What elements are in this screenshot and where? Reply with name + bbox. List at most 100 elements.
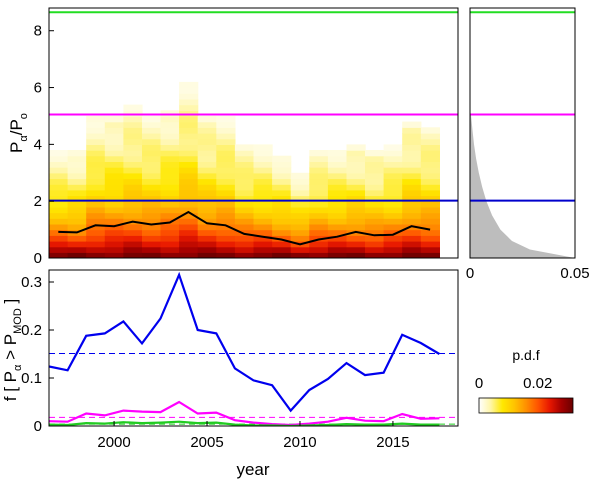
heatmap-cell <box>290 189 310 197</box>
frequency-series <box>49 271 440 426</box>
reference-lines-top-left <box>49 11 458 202</box>
heatmap-cell <box>365 167 385 174</box>
heatmap-cell <box>86 252 106 258</box>
heatmap-cell <box>123 110 143 117</box>
heatmap-cell <box>123 172 143 180</box>
heatmap-cell <box>365 229 385 236</box>
heatmap-cell <box>327 155 348 162</box>
heatmap-cell <box>309 218 329 225</box>
heatmap-cell <box>49 252 69 258</box>
heatmap-cell <box>309 246 329 253</box>
heatmap-cell <box>104 161 124 168</box>
heatmap-cell <box>67 150 87 157</box>
heatmap-cell <box>197 252 217 258</box>
heatmap-cell <box>67 235 87 242</box>
heatmap-cell <box>49 201 69 208</box>
heatmap-cell <box>160 167 180 174</box>
heatmap-cell <box>179 167 199 174</box>
pdf-area <box>470 110 575 258</box>
heatmap-cell <box>86 229 106 236</box>
heatmap-cell <box>383 212 403 219</box>
heatmap-cell <box>49 184 69 191</box>
heatmap-cell <box>67 206 87 214</box>
heatmap-cell <box>67 241 87 248</box>
heatmap-cell <box>86 201 106 208</box>
heatmap-cell <box>197 144 217 151</box>
heatmap-cell <box>197 167 217 174</box>
frequency-panel: 0 0.1 0.2 0.3 2000 2005 2010 2015 year f [ Pα … <box>1 269 459 479</box>
heatmap-cell <box>420 235 440 242</box>
heatmap-cell <box>346 201 366 208</box>
heatmap-cell <box>420 127 440 134</box>
heatmap-cell <box>327 235 348 242</box>
heatmap-cell <box>402 155 422 162</box>
heatmap-cell <box>234 144 255 151</box>
heatmap-cell <box>383 218 403 225</box>
heatmap-cell <box>179 246 199 253</box>
heatmap-cell <box>420 189 440 197</box>
heatmap-cell <box>216 246 236 253</box>
heatmap-cell <box>327 252 348 258</box>
heatmap-cell <box>402 150 422 157</box>
heatmap-cell <box>216 235 236 242</box>
heatmap-cell <box>272 235 292 242</box>
heatmap-cell <box>67 178 87 185</box>
heatmap-cell <box>216 155 236 162</box>
heatmap-cell <box>216 252 236 258</box>
heatmap-cell <box>216 212 236 219</box>
heatmap-cell <box>309 229 329 236</box>
heatmap-cell <box>179 195 199 202</box>
heatmap-cell <box>383 155 403 162</box>
heatmap-cell <box>253 235 273 242</box>
colorbar-gradient <box>478 397 574 414</box>
heatmap-cell <box>67 161 87 168</box>
heatmap-cell <box>420 246 440 253</box>
heatmap-cell <box>383 195 403 202</box>
pdf-panel: 0 0.05 <box>466 7 590 282</box>
heatmap-cell <box>104 172 124 180</box>
heatmap-cell <box>346 178 366 185</box>
heatmap-cell <box>365 195 385 202</box>
heatmap-cell <box>123 223 143 231</box>
heatmap-cell <box>86 206 106 214</box>
heatmap-cell <box>104 189 124 197</box>
heatmap-cell <box>346 195 366 202</box>
heatmap-cell <box>197 212 217 219</box>
heatmap-cell <box>253 229 273 236</box>
heatmap-cell <box>309 195 329 202</box>
heatmap-cell <box>86 235 106 242</box>
heatmap-cell <box>142 116 162 123</box>
heatmap-cell <box>216 127 236 134</box>
heatmap-cell <box>327 218 348 225</box>
heatmap-cell <box>86 223 106 231</box>
heatmap-cell <box>123 178 143 185</box>
heatmap-cell <box>123 212 143 219</box>
heatmap-cell <box>104 218 124 225</box>
heatmap-cell <box>142 223 162 231</box>
heatmap-cell <box>253 167 273 174</box>
heatmap-cell <box>197 223 217 231</box>
heatmap-cell <box>402 235 422 242</box>
heatmap-cell <box>346 246 366 253</box>
heatmap-cell <box>160 155 180 162</box>
heatmap-cell <box>67 167 87 174</box>
heatmap-cell <box>142 201 162 208</box>
heatmap-cell <box>142 246 162 253</box>
heatmap-cell <box>420 229 440 236</box>
heatmap-cell <box>309 201 329 208</box>
heatmap-cell <box>197 241 217 248</box>
y-tick-label: 0.3 <box>21 274 42 291</box>
heatmap-cell <box>216 195 236 202</box>
heatmap-cell <box>104 195 124 202</box>
heatmap-cell <box>327 229 348 236</box>
heatmap-cell <box>420 212 440 219</box>
heatmap-cell <box>49 155 69 162</box>
heatmap-cell <box>179 110 199 117</box>
heatmap-cell <box>104 229 124 236</box>
heatmap-cell <box>179 252 199 258</box>
heatmap-cell <box>123 121 143 128</box>
heatmap-cell <box>234 241 255 248</box>
heatmap-cell <box>123 150 143 157</box>
heatmap-cell <box>179 127 199 134</box>
heatmap-cell <box>142 229 162 236</box>
